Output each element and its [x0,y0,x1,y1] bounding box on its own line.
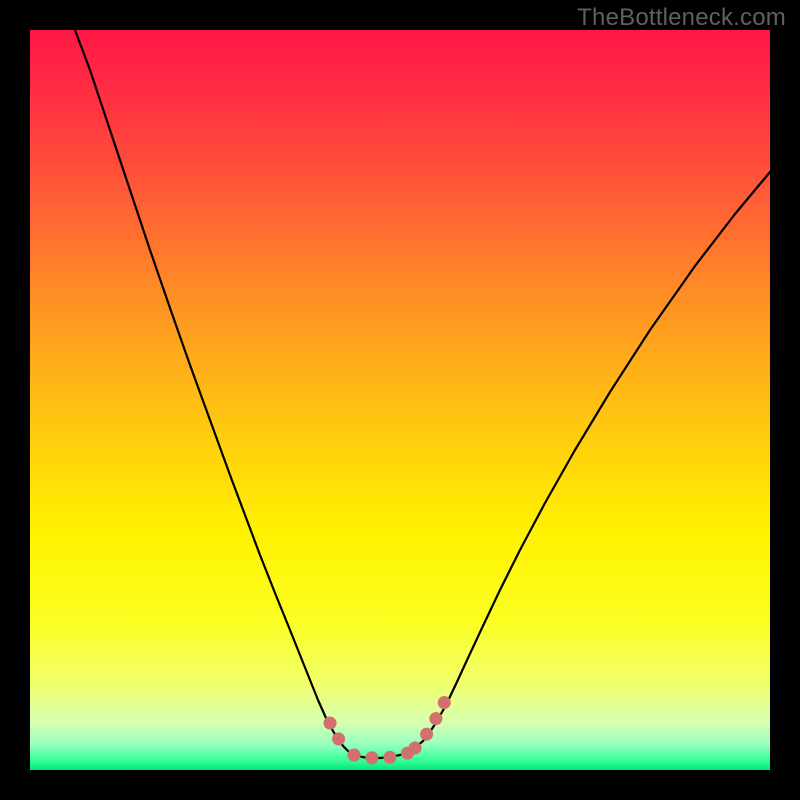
chart-frame: TheBottleneck.com [0,0,800,800]
watermark-text: TheBottleneck.com [577,4,786,32]
bottleneck-chart [30,30,770,770]
gradient-background [30,30,770,770]
